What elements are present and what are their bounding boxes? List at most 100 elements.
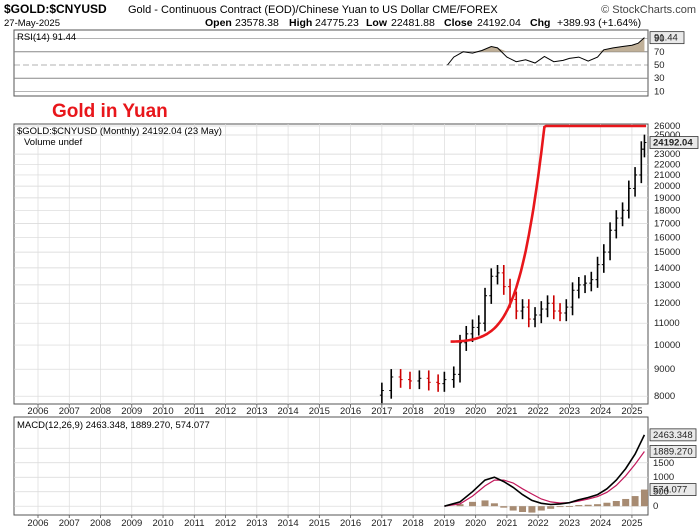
x-tick-label: 2007 [59,406,80,417]
price-bar [526,299,531,328]
macd-histogram-bar [612,500,620,507]
x-tick-label: 2015 [309,518,330,529]
gold-in-yuan-annotation: Gold in Yuan [52,101,168,122]
price-title: $GOLD:$CNYUSD (Monthly) 24192.04 (23 May… [17,126,222,137]
x-tick-label: 2016 [340,518,361,529]
price-bar [417,370,422,390]
price-bar [451,366,456,388]
price-tick-label: 8000 [654,391,675,402]
price-bar [633,167,638,197]
rsi-tick-label: 10 [654,86,665,97]
price-subtitle: Volume undef [24,137,82,148]
price-bar [464,325,469,351]
macd-marks [444,434,648,513]
x-tick-label: 2013 [246,406,267,417]
price-bar [407,371,412,390]
open-label: Open [205,17,232,29]
x-tick-label: 2008 [90,406,111,417]
macd-tick-label: 574.077 [653,485,687,496]
chg-value: +389.93 (+1.64%) [557,17,641,29]
price-tick-label: 14000 [654,263,680,274]
rsi-overbought-fill [447,37,645,52]
price-last-value-badge [649,136,699,149]
rsi-title: RSI(14) 91.44 [17,32,76,43]
macd-histogram-bar [509,506,517,511]
x-tick-label: 2019 [434,518,455,529]
price-tick-label: 21000 [654,170,680,181]
price-bar [514,291,519,320]
macd-histogram-bar [537,506,545,511]
price-bar [389,369,394,399]
x-tick-label: 2024 [590,406,611,417]
x-tick-label: 2021 [496,518,517,529]
price-bar [642,134,647,158]
x-tick-label: 2006 [27,518,48,529]
price-tick-label: 26000 [654,121,680,132]
x-tick-label: 2012 [215,518,236,529]
macd-histogram-bar [631,496,639,507]
date-label: 27-May-2025 [4,18,60,29]
rsi-tick-label: 50 [654,60,665,71]
x-tick-label: 2018 [403,518,424,529]
price-grid [14,124,648,404]
rsi-line [447,37,645,66]
macd-histogram-bar [584,504,592,507]
x-tick-label: 2012 [215,406,236,417]
x-tick-label: 2015 [309,406,330,417]
x-tick-label: 2009 [121,518,142,529]
price-bar [601,244,606,273]
price-bar [489,268,494,304]
macd-histogram-bar [594,504,602,507]
x-tick-label: 2017 [371,518,392,529]
rsi-tick-label: 91.44 [654,33,678,44]
macd-histogram-bar [640,489,648,507]
x-tick-label: 2020 [465,406,486,417]
x-tick-label: 2025 [621,406,642,417]
x-tick-label: 2016 [340,406,361,417]
x-tick-label: 2013 [246,518,267,529]
macd-tick-label: 1500 [653,458,674,469]
price-bar [626,180,631,219]
macd-value-badge [649,428,697,442]
x-tick-label: 2025 [621,518,642,529]
price-tick-label: 20000 [654,181,680,192]
x-tick-label: 2023 [559,518,580,529]
price-bar [458,334,463,383]
price-tick-labels: 260002500024192.042300022000210002000019… [649,121,699,402]
price-tick-label: 25000 [654,130,680,141]
macd-tick-label: 1889.270 [653,446,693,457]
x-tick-label: 2008 [90,518,111,529]
macd-histogram-bar [456,504,464,507]
x-tick-label: 2010 [152,406,173,417]
macd-value-badge [649,445,697,458]
macd-histogram-bar [528,506,536,513]
x-tick-label: 2014 [278,406,299,417]
price-bar [426,370,431,391]
macd-grid [14,418,648,514]
macd-tick-label: 0 [653,501,658,512]
price-tick-label: 10000 [654,340,680,351]
rsi-panel-frame [13,29,649,97]
price-bar [608,222,613,261]
price-tick-label: 23000 [654,149,680,160]
price-bar [589,271,594,292]
ohlc-readout: Open 23578.38 High 24775.23 Low 22481.88… [205,17,641,29]
macd-line [444,434,646,507]
macd-histogram-bar [556,506,564,508]
x-tick-label: 2022 [528,406,549,417]
price-bar [495,264,500,285]
x-tick-label: 2011 [184,406,204,417]
price-bar [436,374,441,392]
price-bar [379,382,384,404]
price-bar [442,371,447,392]
price-bar [639,141,644,184]
high-label: High [289,17,312,29]
x-tick-label: 2024 [590,518,611,529]
price-bar [483,287,488,332]
price-last-value: 24192.04 [653,138,693,149]
rsi-tick-label: 30 [654,73,665,84]
price-tick-label: 22000 [654,159,680,170]
watermark: © StockCharts.com [601,4,696,16]
